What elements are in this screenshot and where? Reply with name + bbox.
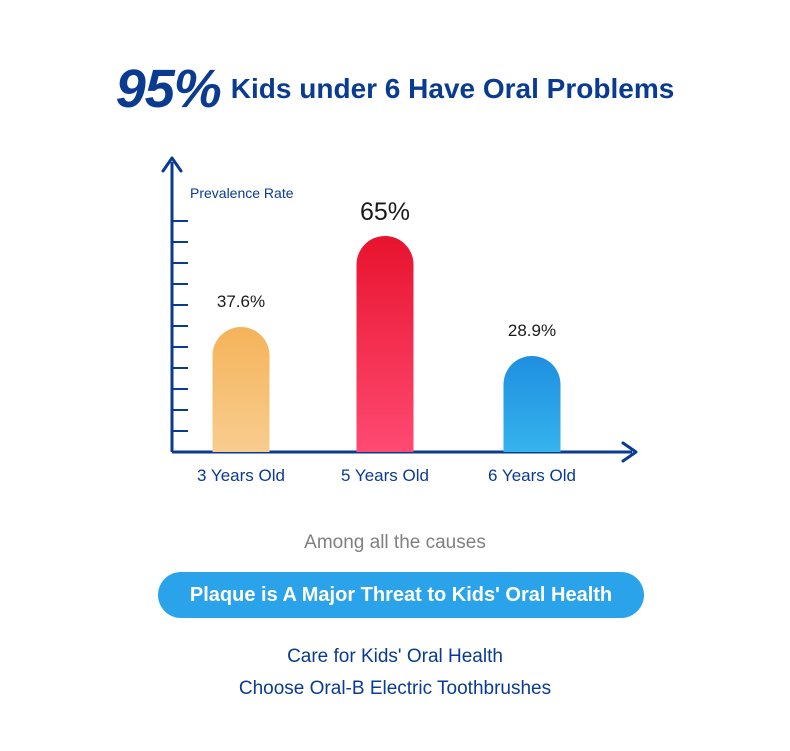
care-line-2: Choose Oral-B Electric Toothbrushes — [238, 678, 552, 699]
headline-percent: 95% — [115, 59, 222, 119]
bar-value-label: 28.9% — [508, 321, 556, 340]
bar-value-label: 65% — [360, 198, 410, 226]
headline: 95% Kids under 6 Have Oral Problems — [0, 58, 790, 120]
among-causes-text: Among all the causes — [304, 532, 486, 553]
x-axis-arrow — [621, 441, 638, 463]
headline-text: Kids under 6 Have Oral Problems — [230, 73, 675, 104]
prevalence-chart: Prevalence Rate 37.6% 3 Years Old 65% 5 Year… — [161, 156, 638, 485]
y-axis-label: Prevalence Rate — [190, 185, 294, 201]
y-axis-arrow — [161, 156, 183, 173]
care-line-1: Care for Kids' Oral Health — [287, 646, 503, 667]
x-tick-label: 5 Years Old — [341, 466, 429, 485]
x-tick-label: 6 Years Old — [488, 466, 576, 485]
x-tick-label: 3 Years Old — [197, 466, 285, 485]
bar-3-years-old — [212, 327, 270, 452]
bar-5-years-old — [356, 236, 414, 452]
bar-6-years-old — [503, 355, 561, 452]
bar-value-label: 37.6% — [217, 292, 265, 311]
plaque-threat-banner: Plaque is A Major Threat to Kids' Oral H… — [158, 572, 644, 618]
